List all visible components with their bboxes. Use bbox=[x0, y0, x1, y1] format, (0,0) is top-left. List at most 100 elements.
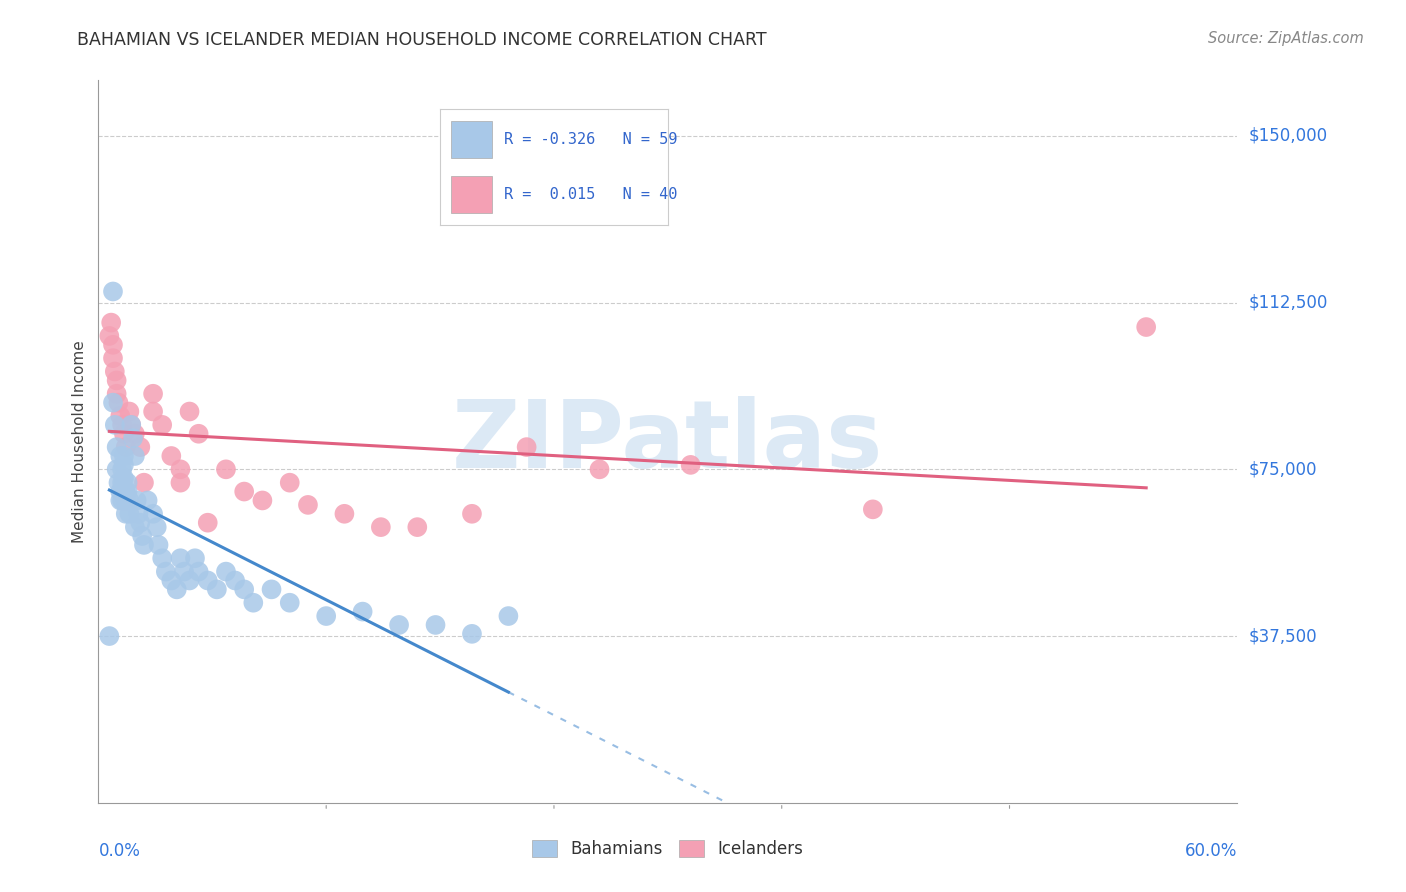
Point bbox=[98, 629, 121, 643]
Point bbox=[129, 516, 152, 530]
Point bbox=[111, 462, 134, 476]
Point bbox=[169, 475, 191, 490]
Point bbox=[124, 426, 146, 441]
Point bbox=[101, 338, 124, 352]
Point bbox=[131, 529, 153, 543]
Point bbox=[215, 565, 238, 579]
Point bbox=[315, 609, 337, 624]
Point bbox=[118, 507, 141, 521]
Point bbox=[124, 520, 146, 534]
Y-axis label: Median Household Income: Median Household Income bbox=[72, 340, 87, 543]
Point bbox=[111, 475, 134, 490]
Point bbox=[132, 538, 155, 552]
Point bbox=[105, 440, 128, 454]
Point bbox=[101, 351, 124, 366]
Point bbox=[166, 582, 188, 597]
Point bbox=[114, 440, 136, 454]
Text: ZIPatlas: ZIPatlas bbox=[453, 395, 883, 488]
Point bbox=[118, 404, 141, 418]
Point bbox=[117, 475, 139, 490]
Text: $150,000: $150,000 bbox=[1249, 127, 1327, 145]
Point bbox=[129, 440, 152, 454]
Text: $75,000: $75,000 bbox=[1249, 460, 1317, 478]
Point bbox=[120, 417, 142, 432]
Point bbox=[187, 565, 209, 579]
Point bbox=[105, 386, 128, 401]
Legend: Bahamians, Icelanders: Bahamians, Icelanders bbox=[523, 832, 813, 867]
Point bbox=[425, 618, 447, 632]
Point bbox=[242, 596, 264, 610]
Point bbox=[111, 417, 134, 432]
Point bbox=[122, 431, 145, 445]
Text: 60.0%: 60.0% bbox=[1185, 842, 1237, 860]
Point bbox=[406, 520, 429, 534]
Point bbox=[110, 449, 132, 463]
Point bbox=[461, 507, 484, 521]
Point bbox=[160, 574, 183, 588]
Point bbox=[114, 507, 136, 521]
Point bbox=[111, 493, 134, 508]
Point bbox=[142, 404, 165, 418]
Point bbox=[107, 395, 129, 409]
Point bbox=[136, 493, 159, 508]
Point bbox=[150, 417, 173, 432]
Point bbox=[461, 627, 484, 641]
Point bbox=[98, 329, 121, 343]
Point bbox=[333, 507, 356, 521]
Point bbox=[197, 516, 219, 530]
Point bbox=[107, 475, 129, 490]
Point bbox=[588, 462, 610, 476]
Point bbox=[179, 574, 201, 588]
Point bbox=[205, 582, 228, 597]
Point bbox=[679, 458, 702, 472]
Point bbox=[252, 493, 274, 508]
Point bbox=[142, 507, 165, 521]
Point bbox=[215, 462, 238, 476]
Point bbox=[1135, 320, 1157, 334]
Point bbox=[118, 493, 141, 508]
Point bbox=[862, 502, 884, 516]
Point bbox=[110, 484, 132, 499]
Point bbox=[110, 493, 132, 508]
Point bbox=[112, 449, 135, 463]
Point bbox=[104, 364, 127, 378]
Point bbox=[114, 493, 136, 508]
Point bbox=[105, 462, 128, 476]
Point bbox=[101, 395, 124, 409]
Point bbox=[145, 520, 167, 534]
Point bbox=[124, 449, 146, 463]
Point bbox=[100, 316, 122, 330]
Text: Source: ZipAtlas.com: Source: ZipAtlas.com bbox=[1208, 31, 1364, 46]
Text: 0.0%: 0.0% bbox=[98, 842, 141, 860]
Point bbox=[155, 565, 177, 579]
Point bbox=[150, 551, 173, 566]
Point bbox=[197, 574, 219, 588]
Point bbox=[132, 475, 155, 490]
Point bbox=[112, 458, 135, 472]
Point bbox=[233, 484, 256, 499]
Point bbox=[142, 386, 165, 401]
Point bbox=[112, 426, 135, 441]
Point bbox=[114, 484, 136, 499]
Point bbox=[101, 285, 124, 299]
Point bbox=[388, 618, 411, 632]
Point bbox=[160, 449, 183, 463]
Text: $112,500: $112,500 bbox=[1249, 293, 1327, 311]
Point bbox=[125, 493, 148, 508]
Point bbox=[370, 520, 392, 534]
Point bbox=[224, 574, 246, 588]
Point bbox=[110, 409, 132, 423]
Point bbox=[128, 507, 150, 521]
Text: $37,500: $37,500 bbox=[1249, 627, 1317, 645]
Point bbox=[112, 471, 135, 485]
Point bbox=[173, 565, 195, 579]
Point bbox=[260, 582, 283, 597]
Point bbox=[105, 373, 128, 387]
Text: BAHAMIAN VS ICELANDER MEDIAN HOUSEHOLD INCOME CORRELATION CHART: BAHAMIAN VS ICELANDER MEDIAN HOUSEHOLD I… bbox=[77, 31, 766, 49]
Point bbox=[352, 605, 374, 619]
Point bbox=[278, 475, 301, 490]
Point bbox=[278, 596, 301, 610]
Point bbox=[187, 426, 209, 441]
Point bbox=[297, 498, 319, 512]
Point bbox=[148, 538, 170, 552]
